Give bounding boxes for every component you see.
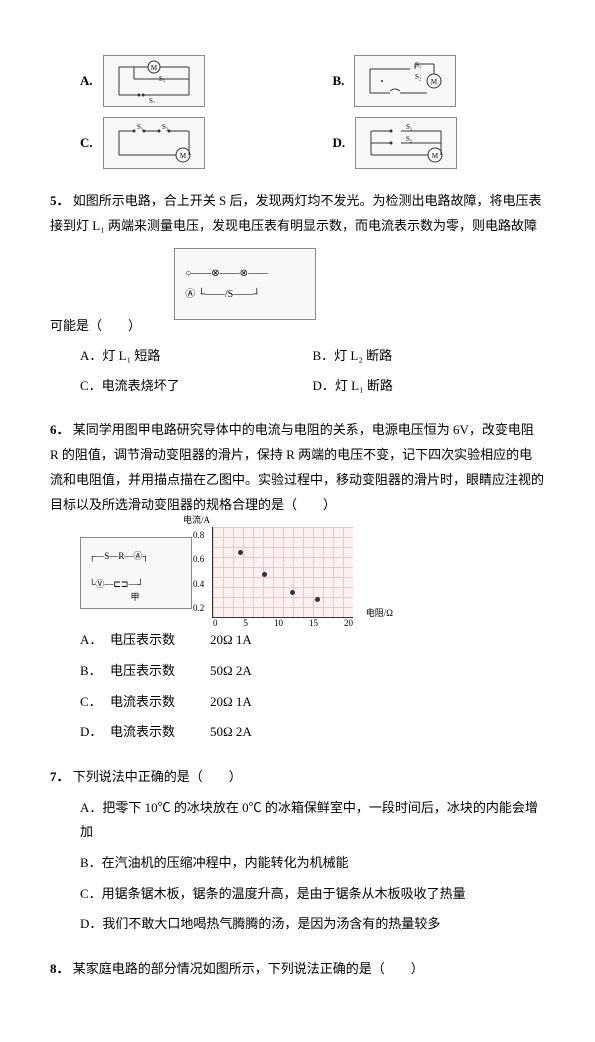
q6-c-col2: 20Ω 1A (210, 690, 290, 715)
svg-text:M: M (180, 152, 187, 160)
svg-text:S₁: S₁ (415, 61, 421, 69)
q6-circuit-diagram-icon: 甲 (80, 537, 192, 609)
q5-options: A．灯 L₁ 短路 B．灯 L₂ 断路 C．电流表烧坏了 D．灯 L₁ 断路 (80, 344, 545, 398)
question-8: 8． 某家庭电路的部分情况如图所示，下列说法正确的是（ ） (50, 957, 545, 982)
q7-option-a[interactable]: A．把零下 10℃ 的冰块放在 0℃ 的冰箱保鲜室中，一段时间后，冰块的内能会增… (80, 796, 545, 845)
xtick-0: 0 (213, 615, 218, 632)
xtick-3: 15 (309, 615, 318, 632)
question-4-options: A. MS₁S₂ B. MS₁S₂ C. S₁S₂M D. S₁S₂M (50, 55, 545, 169)
q4-opt-d-label: D. (333, 131, 346, 156)
q4-options-grid: A. MS₁S₂ B. MS₁S₂ C. S₁S₂M D. S₁S₂M (80, 55, 545, 169)
svg-text:S₂: S₂ (415, 73, 422, 81)
q6-c-label: C． (80, 690, 110, 715)
q4-option-d[interactable]: D. S₁ S₂ M (333, 117, 546, 169)
xtick-2: 10 (274, 615, 283, 632)
q7-options: A．把零下 10℃ 的冰块放在 0℃ 的冰箱保鲜室中，一段时间后，冰块的内能会增… (80, 796, 545, 937)
q6-b-col1: 电压表示数 (110, 659, 210, 684)
q7-number: 7． (50, 769, 70, 784)
q6-option-b[interactable]: B． 电压表示数 50Ω 2A (80, 659, 545, 684)
svg-text:S₂: S₂ (149, 97, 156, 103)
q5-option-b[interactable]: B．灯 L₂ 断路 (313, 344, 546, 369)
q8-number: 8． (50, 961, 70, 976)
graph-xticks: 0 5 10 15 20 (213, 615, 353, 632)
q6-d-label: D． (80, 720, 110, 745)
q5-option-a[interactable]: A．灯 L₁ 短路 (80, 344, 313, 369)
q6-b-col2: 50Ω 2A (210, 659, 290, 684)
q8-text: 某家庭电路的部分情况如图所示，下列说法正确的是（ ） (73, 961, 424, 976)
q5-option-d[interactable]: D．灯 L₁ 断路 (313, 374, 546, 399)
q4-option-c[interactable]: C. S₁ S₂ M (80, 117, 293, 169)
graph-xlabel: 电阻/Ω (366, 605, 393, 622)
svg-text:S₁: S₁ (137, 123, 143, 131)
q6-text: 某同学用图甲电路研究导体中的电流与电阻的关系，电源电压恒为 6V，改变电阻 R … (50, 422, 544, 511)
q4-option-a[interactable]: A. MS₁S₂ (80, 55, 293, 107)
q4-opt-c-label: C. (80, 131, 93, 156)
q6-number: 6． (50, 422, 70, 437)
svg-text:M: M (432, 152, 439, 160)
q6-option-d[interactable]: D． 电流表示数 50Ω 2A (80, 720, 545, 745)
q6-b-label: B． (80, 659, 110, 684)
q6-c-col1: 电流表示数 (110, 690, 210, 715)
q7-option-c[interactable]: C．用锯条锯木板，锯条的温度升高，是由于锯条从木板吸收了热量 (80, 882, 545, 907)
q6-a-col1: 电压表示数 (110, 628, 210, 653)
q6-options: A． 电压表示数 20Ω 1A B． 电压表示数 50Ω 2A C． 电流表示数… (80, 628, 545, 745)
svg-text:M: M (431, 78, 438, 86)
graph-yticks: 0.8 0.6 0.4 0.2 (193, 527, 204, 617)
q4-opt-b-label: B. (333, 69, 345, 94)
question-7: 7． 下列说法中正确的是（ ） A．把零下 10℃ 的冰块放在 0℃ 的冰箱保鲜… (50, 765, 545, 937)
graph-point-0 (238, 550, 243, 555)
svg-text:S₂: S₂ (406, 135, 413, 143)
graph-grid-icon (213, 527, 353, 617)
xtick-4: 20 (344, 615, 353, 632)
q6-graph: 电流/A 电阻/Ω 0.8 0.6 0.4 0.2 0 5 10 15 20 (212, 527, 353, 618)
ytick-0: 0.8 (193, 527, 204, 544)
q5-number: 5． (50, 193, 70, 208)
question-5: 5． 如图所示电路，合上开关 S 后，发现两灯均不发光。为检测出电路故障，将电压… (50, 189, 545, 398)
q6-option-c[interactable]: C． 电流表示数 20Ω 1A (80, 690, 545, 715)
q7-option-b[interactable]: B．在汽油机的压缩冲程中，内能转化为机械能 (80, 851, 545, 876)
q6-d-col2: 50Ω 2A (210, 720, 290, 745)
xtick-1: 5 (244, 615, 249, 632)
question-6: 6． 某同学用图甲电路研究导体中的电流与电阻的关系，电源电压恒为 6V，改变电阻… (50, 418, 545, 745)
q5-circuit-diagram-icon (174, 248, 316, 320)
svg-text:M: M (151, 64, 158, 72)
q6-a-label: A． (80, 628, 110, 653)
q6-figures: 甲 电流/A 电阻/Ω 0.8 0.6 0.4 0.2 0 5 10 15 20 (80, 527, 545, 618)
q4-opt-a-label: A. (80, 69, 93, 94)
ytick-3: 0.2 (193, 600, 204, 617)
q6-d-col1: 电流表示数 (110, 720, 210, 745)
svg-text:S₁: S₁ (406, 123, 412, 131)
circuit-diagram-a-icon: MS₁S₂ (103, 55, 205, 107)
ytick-2: 0.4 (193, 576, 204, 593)
circuit-diagram-b-icon: M S₁ S₂ (354, 55, 456, 107)
ytick-1: 0.6 (193, 551, 204, 568)
svg-text:S₂: S₂ (162, 123, 169, 131)
q4-option-b[interactable]: B. M S₁ S₂ (333, 55, 546, 107)
q7-text: 下列说法中正确的是（ ） (73, 769, 242, 784)
q7-option-d[interactable]: D．我们不敢大口地喝热气腾腾的汤，是因为汤含有的热量较多 (80, 912, 545, 937)
circuit-diagram-d-icon: S₁ S₂ M (355, 117, 457, 169)
q5-option-c[interactable]: C．电流表烧坏了 (80, 374, 313, 399)
circuit-diagram-c-icon: S₁ S₂ M (103, 117, 205, 169)
